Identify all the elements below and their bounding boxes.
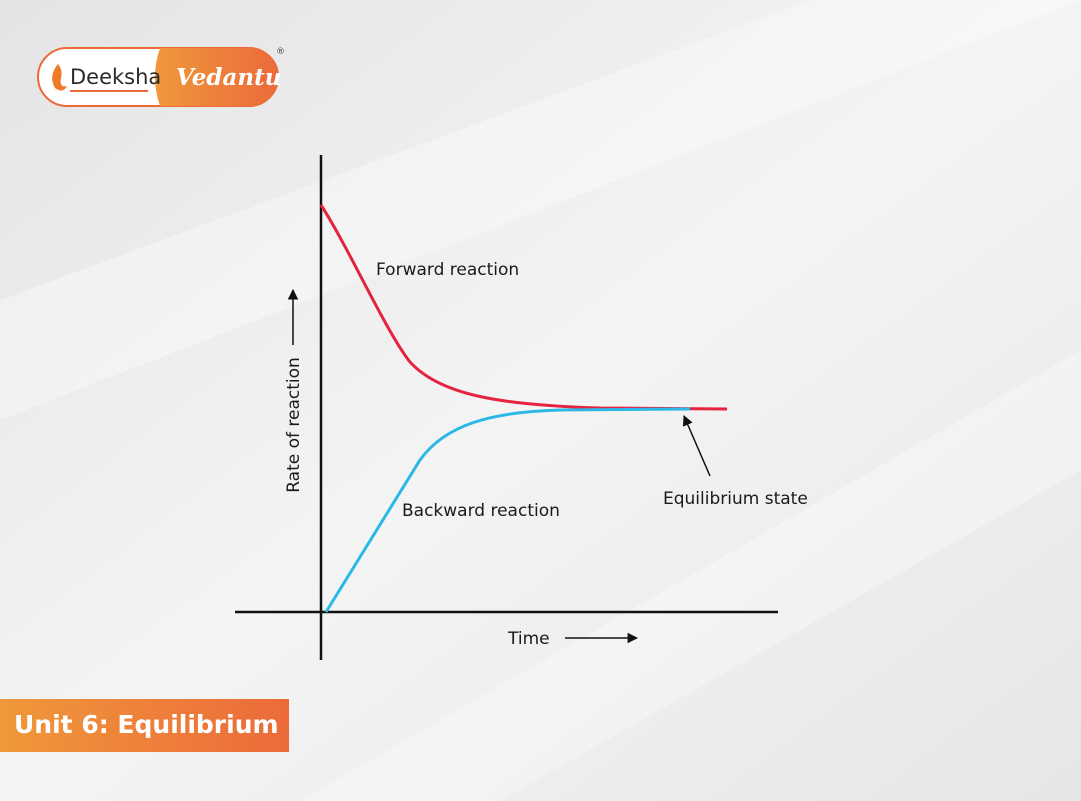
x-axis-label: Time xyxy=(507,629,550,649)
logo: Deeksha Vedantu ® xyxy=(37,47,285,107)
light-streak xyxy=(0,0,1081,420)
light-streak xyxy=(300,350,1081,801)
footer-banner xyxy=(0,699,289,752)
curve-label: Forward reaction xyxy=(376,260,519,280)
forward-curve xyxy=(319,204,728,411)
logo-brand: Deeksha xyxy=(70,65,161,89)
registered-mark: ® xyxy=(276,47,285,57)
footer-title: Unit 6: Equilibrium xyxy=(14,710,279,739)
curve-label: Backward reaction xyxy=(402,501,560,521)
annotation: Equilibrium state xyxy=(663,489,808,509)
y-axis-label: Rate of reaction xyxy=(284,357,304,493)
backward-curve xyxy=(324,407,691,613)
logo-accent xyxy=(155,48,278,106)
logo-partner: Vedantu xyxy=(176,64,281,91)
logo-flame xyxy=(52,64,67,91)
annotation-arrow xyxy=(682,415,711,477)
